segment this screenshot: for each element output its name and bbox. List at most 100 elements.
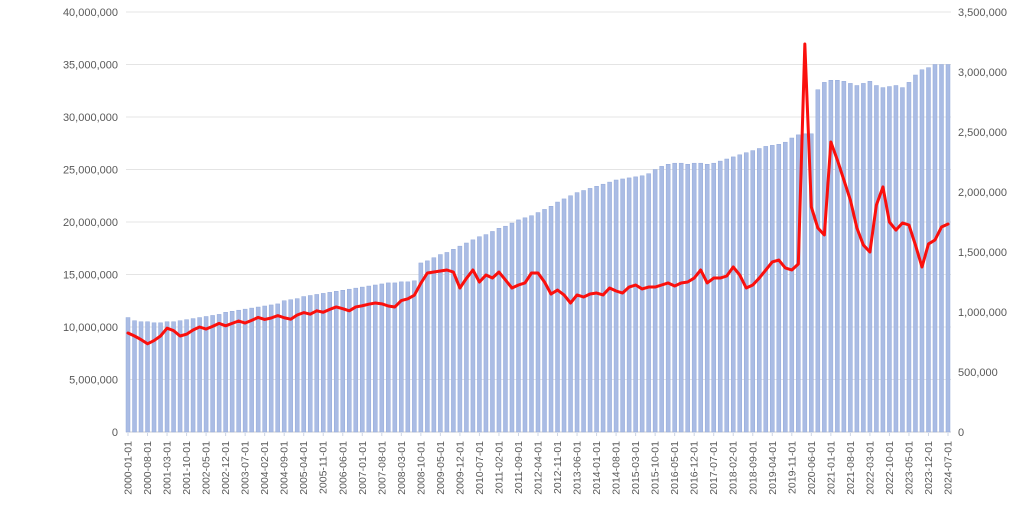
bar [197, 317, 202, 433]
y-axis-label-right: 1,000,000 [958, 307, 1007, 319]
x-axis-label: 2023-05-01 [903, 441, 915, 495]
bar [320, 293, 326, 433]
bar [711, 162, 716, 433]
bar [867, 81, 873, 433]
bar [939, 64, 944, 433]
y-axis-label-right: 1,500,000 [958, 247, 1007, 259]
bar [796, 134, 801, 433]
y-axis-label-left: 15,000,000 [63, 270, 118, 282]
bar [262, 305, 267, 433]
bar [841, 81, 847, 433]
bar [835, 80, 840, 433]
bar [431, 257, 437, 433]
x-axis-label: 2014-01-01 [591, 441, 603, 495]
bar [906, 82, 912, 433]
bar [724, 158, 729, 433]
bar [757, 148, 762, 433]
x-axis-label: 2005-04-01 [298, 441, 310, 495]
bar [236, 309, 241, 433]
bar [288, 299, 293, 433]
bar [151, 322, 157, 433]
bar [164, 321, 170, 433]
bar [158, 322, 163, 433]
bar [307, 295, 313, 433]
bar [190, 318, 196, 433]
bar [763, 146, 769, 433]
y-axis-label-left: 20,000,000 [63, 217, 118, 229]
bar [691, 162, 697, 433]
x-axis-label: 2002-12-01 [220, 441, 232, 495]
bar [945, 64, 951, 433]
y-axis-left: 40,000,000 35,000,000 30,000,000 25,000,000… [63, 7, 118, 439]
y-axis-label-right: 3,500,000 [958, 7, 1007, 19]
x-axis-label: 2001-10-01 [181, 441, 193, 495]
bar [503, 225, 508, 433]
bar [242, 308, 248, 433]
bar [425, 260, 430, 433]
bar [171, 321, 176, 433]
bar [874, 85, 879, 433]
bar [639, 175, 645, 433]
bar [822, 82, 827, 433]
y-axis-label-right: 0 [958, 427, 964, 439]
bar [255, 306, 261, 433]
bar-series [125, 64, 951, 433]
x-axis-label: 2012-04-01 [533, 441, 545, 495]
bar [138, 321, 144, 433]
x-axis-label: 2022-10-01 [884, 441, 896, 495]
x-axis-label: 2004-09-01 [279, 441, 291, 495]
bar [216, 314, 222, 433]
x-axis-label: 2014-08-01 [611, 441, 623, 495]
x-axis-label: 2010-07-01 [474, 441, 486, 495]
bar [568, 195, 573, 433]
bar [626, 177, 632, 433]
y-axis-label-right: 3,000,000 [958, 67, 1007, 79]
x-axis-label: 2022-03-01 [864, 441, 876, 495]
x-axis-label: 2016-12-01 [689, 441, 701, 495]
bar [717, 160, 723, 433]
bar [678, 162, 684, 433]
x-axis-label: 2007-08-01 [376, 441, 388, 495]
bar [828, 80, 834, 433]
y-axis-label-left: 5,000,000 [69, 375, 118, 387]
bar [548, 206, 554, 433]
bar [223, 312, 228, 433]
trend-line [126, 42, 950, 346]
x-axis-label: 2019-11-01 [786, 441, 798, 494]
bar [522, 217, 528, 433]
bar [470, 239, 476, 433]
y-axis-label-left: 35,000,000 [63, 60, 118, 72]
bar [789, 137, 795, 433]
bar [392, 282, 398, 433]
bar [607, 181, 612, 433]
y-axis-right: 3,500,000 3,000,000 2,500,000 2,000,000 1,50… [958, 7, 1007, 439]
bar [620, 178, 625, 433]
y-axis-label-right: 2,500,000 [958, 127, 1007, 139]
bar [203, 316, 209, 433]
bar [529, 215, 534, 433]
bar [555, 201, 560, 433]
bar [275, 303, 280, 433]
bar [672, 162, 677, 433]
bar [327, 292, 332, 433]
bar [177, 320, 183, 433]
bar [815, 89, 821, 433]
x-axis-label: 2004-02-01 [259, 441, 271, 495]
bar [685, 164, 690, 433]
y-axis-label-right: 2,000,000 [958, 187, 1007, 199]
x-axis-label: 2002-05-01 [201, 441, 213, 495]
bar [249, 307, 254, 433]
bar [574, 192, 580, 433]
bar [600, 183, 606, 433]
bar [704, 164, 710, 433]
bar [366, 285, 372, 433]
bar [405, 281, 411, 433]
bar [386, 282, 391, 433]
bar [379, 283, 385, 433]
y-axis-label-right: 500,000 [958, 367, 998, 379]
bar [587, 188, 593, 433]
bar [893, 85, 899, 433]
bar [340, 290, 346, 433]
